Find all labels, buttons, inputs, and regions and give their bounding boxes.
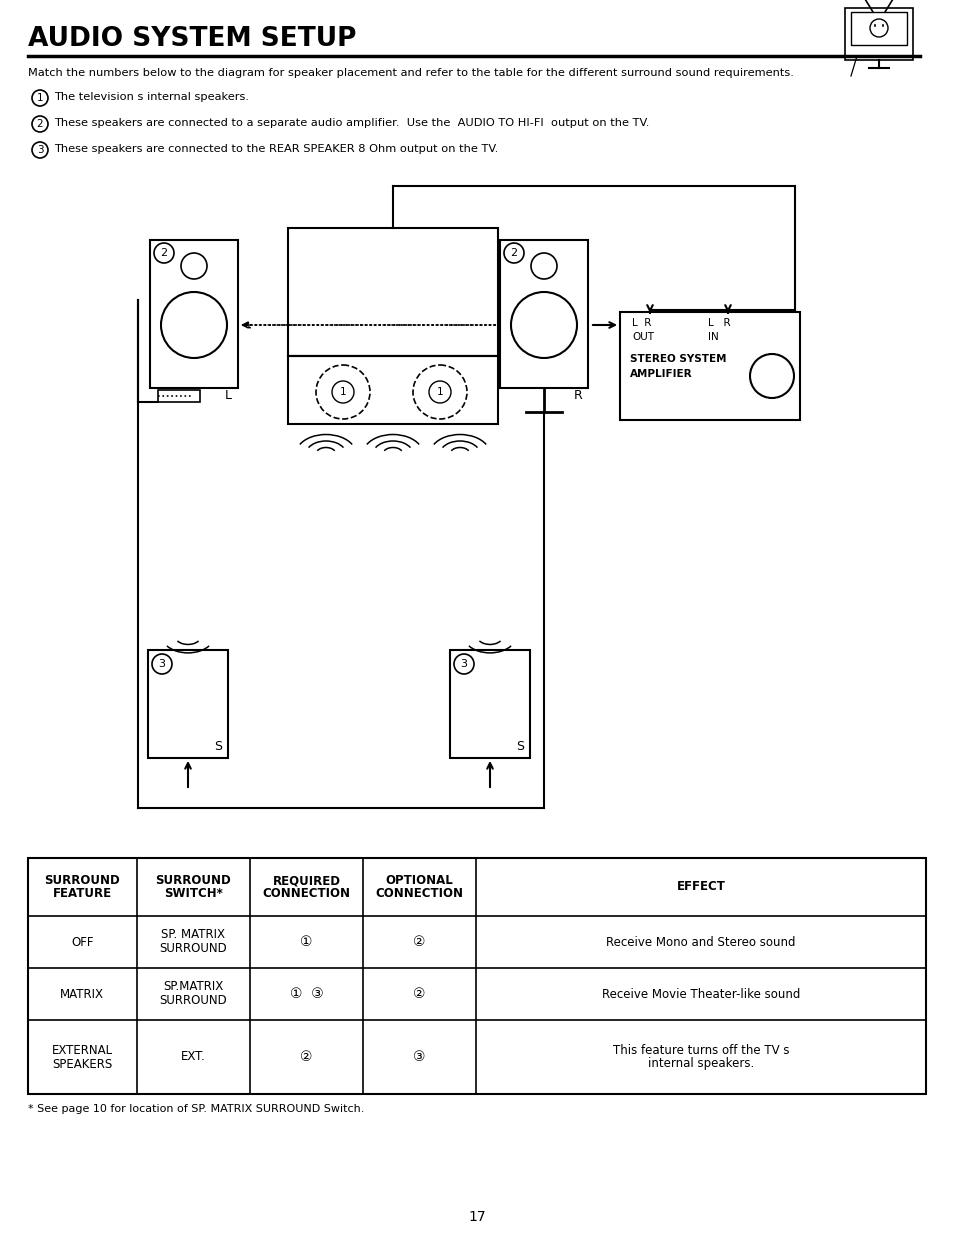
Text: The television s internal speakers.: The television s internal speakers.: [54, 91, 249, 103]
Text: S: S: [516, 740, 523, 753]
Text: REQUIRED: REQUIRED: [273, 874, 340, 887]
Text: 3: 3: [460, 659, 467, 669]
Bar: [28, 858, 925, 1094]
Text: CONNECTION: CONNECTION: [375, 887, 463, 900]
Bar: [844, 7, 912, 61]
Text: These speakers are connected to a separate audio amplifier.  Use the  AUDIO TO H: These speakers are connected to a separa…: [54, 119, 649, 128]
Text: FEATURE: FEATURE: [52, 887, 112, 900]
Text: 3: 3: [158, 659, 165, 669]
Text: AMPLIFIER: AMPLIFIER: [629, 369, 692, 379]
Text: L   R: L R: [707, 317, 730, 329]
Text: SP. MATRIX: SP. MATRIX: [161, 929, 225, 941]
Text: 1: 1: [339, 387, 346, 396]
Text: ②: ②: [413, 935, 425, 948]
Text: MATRIX: MATRIX: [60, 988, 104, 1000]
Text: EXT.: EXT.: [181, 1051, 206, 1063]
Text: OPTIONAL: OPTIONAL: [385, 874, 453, 887]
Bar: [288, 228, 497, 356]
Text: SWITCH*: SWITCH*: [164, 887, 222, 900]
Bar: [158, 390, 200, 403]
Bar: [850, 12, 906, 44]
Text: R: R: [573, 389, 581, 403]
Text: 1: 1: [36, 93, 43, 103]
Text: 2: 2: [510, 248, 517, 258]
Bar: [150, 240, 237, 388]
Text: SURROUND: SURROUND: [155, 874, 231, 887]
Text: This feature turns off the TV s: This feature turns off the TV s: [612, 1044, 788, 1056]
Text: CONNECTION: CONNECTION: [262, 887, 350, 900]
Bar: [450, 650, 530, 758]
Text: SURROUND: SURROUND: [159, 994, 227, 1008]
Text: OUT: OUT: [631, 332, 654, 342]
Text: internal speakers.: internal speakers.: [647, 1057, 754, 1071]
Text: SURROUND: SURROUND: [45, 874, 120, 887]
Text: 2: 2: [36, 119, 43, 128]
Text: STEREO SYSTEM: STEREO SYSTEM: [629, 354, 726, 364]
Text: 2: 2: [160, 248, 168, 258]
Text: ②: ②: [413, 987, 425, 1002]
Text: SP.MATRIX: SP.MATRIX: [163, 981, 223, 993]
Text: Match the numbers below to the diagram for speaker placement and refer to the ta: Match the numbers below to the diagram f…: [28, 68, 793, 78]
Text: S: S: [213, 740, 222, 753]
Text: 17: 17: [468, 1210, 485, 1224]
Text: Receive Movie Theater-like sound: Receive Movie Theater-like sound: [601, 988, 800, 1000]
Text: Receive Mono and Stereo sound: Receive Mono and Stereo sound: [606, 935, 795, 948]
Bar: [499, 240, 587, 388]
Text: ①  ③: ① ③: [289, 987, 323, 1002]
Text: L: L: [224, 389, 232, 403]
Bar: [148, 650, 228, 758]
Text: EXTERNAL: EXTERNAL: [51, 1044, 112, 1056]
Bar: [288, 356, 497, 424]
Text: * See page 10 for location of SP. MATRIX SURROUND Switch.: * See page 10 for location of SP. MATRIX…: [28, 1104, 364, 1114]
Bar: [619, 312, 800, 420]
Text: IN: IN: [707, 332, 718, 342]
Text: SURROUND: SURROUND: [159, 942, 227, 956]
Text: EFFECT: EFFECT: [676, 881, 724, 893]
Text: 3: 3: [36, 144, 43, 156]
Text: L  R: L R: [631, 317, 651, 329]
Text: ①: ①: [300, 935, 313, 948]
Text: ③: ③: [413, 1050, 425, 1065]
Text: SPEAKERS: SPEAKERS: [52, 1057, 112, 1071]
Text: 1: 1: [436, 387, 443, 396]
Text: AUDIO SYSTEM SETUP: AUDIO SYSTEM SETUP: [28, 26, 356, 52]
Text: ②: ②: [300, 1050, 313, 1065]
Text: These speakers are connected to the REAR SPEAKER 8 Ohm output on the TV.: These speakers are connected to the REAR…: [54, 144, 497, 154]
Text: OFF: OFF: [71, 935, 93, 948]
